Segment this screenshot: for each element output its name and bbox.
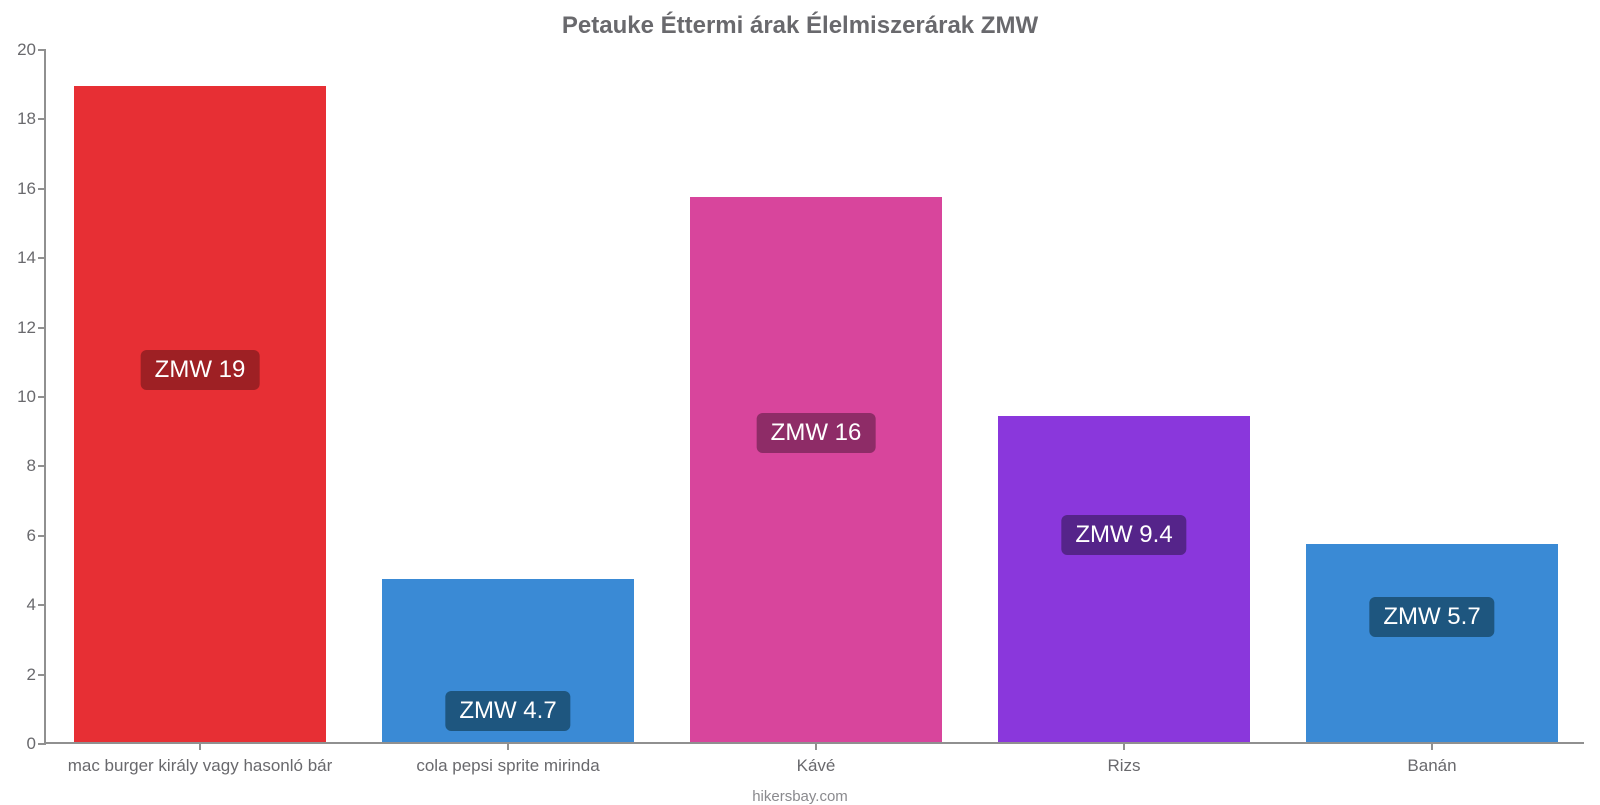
chart-container: Petauke Éttermi árak Élelmiszerárak ZMW … bbox=[0, 0, 1600, 800]
y-tick-mark bbox=[38, 396, 46, 398]
plot-area: 02468101214161820ZMW 19mac burger király… bbox=[44, 50, 1584, 744]
y-tick-mark bbox=[38, 188, 46, 190]
chart-title: Petauke Éttermi árak Élelmiszerárak ZMW bbox=[0, 12, 1600, 40]
x-axis-label: mac burger király vagy hasonló bár bbox=[68, 742, 333, 776]
y-tick-mark bbox=[38, 49, 46, 51]
y-tick-mark bbox=[38, 118, 46, 120]
y-tick-mark bbox=[38, 465, 46, 467]
chart-footer: hikersbay.com bbox=[0, 788, 1600, 805]
x-axis-label: Kávé bbox=[797, 742, 836, 776]
y-tick-mark bbox=[38, 743, 46, 745]
bar bbox=[690, 197, 943, 742]
y-tick-mark bbox=[38, 604, 46, 606]
x-axis-label: Banán bbox=[1407, 742, 1456, 776]
bar-value-label: ZMW 19 bbox=[141, 350, 260, 390]
y-tick-mark bbox=[38, 257, 46, 259]
x-axis-label: Rizs bbox=[1107, 742, 1140, 776]
y-tick-mark bbox=[38, 327, 46, 329]
bar bbox=[998, 416, 1251, 742]
x-axis-label: cola pepsi sprite mirinda bbox=[416, 742, 599, 776]
y-tick-mark bbox=[38, 674, 46, 676]
bar-value-label: ZMW 4.7 bbox=[445, 691, 570, 731]
bar-value-label: ZMW 16 bbox=[757, 413, 876, 453]
bar bbox=[1306, 544, 1559, 742]
bar-value-label: ZMW 5.7 bbox=[1369, 597, 1494, 637]
y-tick-mark bbox=[38, 535, 46, 537]
bar-value-label: ZMW 9.4 bbox=[1061, 515, 1186, 555]
bar bbox=[74, 86, 327, 742]
